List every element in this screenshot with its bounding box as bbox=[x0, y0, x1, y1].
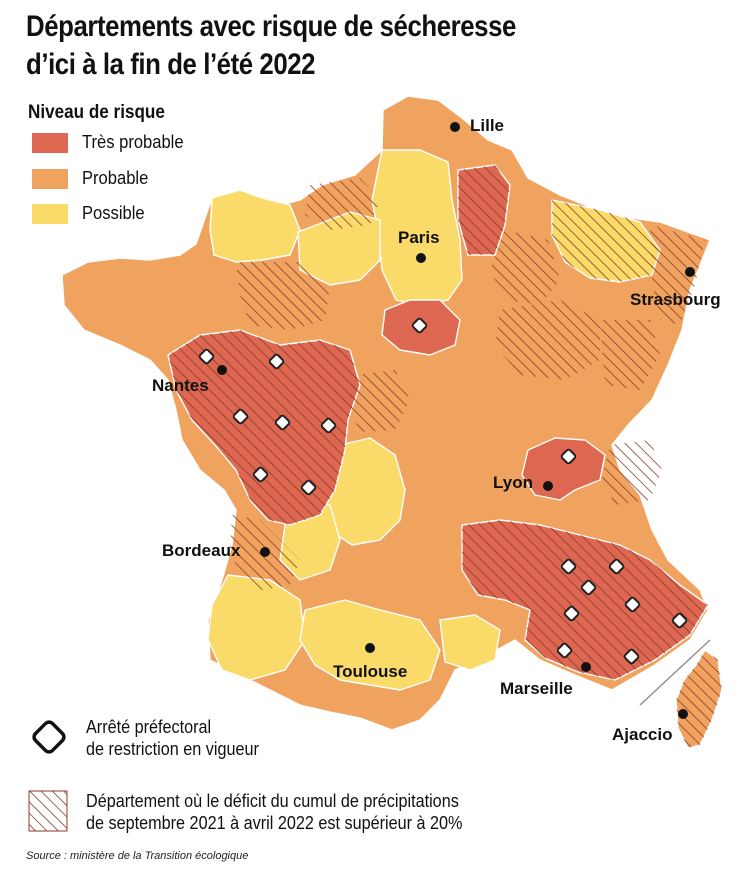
region-possible-landes bbox=[207, 574, 306, 681]
legend-arrete: Arrêté préfectoral de restriction en vig… bbox=[28, 716, 278, 760]
arrete-marker-loire-atlantique bbox=[198, 348, 215, 365]
deficit-legend-swatch bbox=[28, 790, 68, 832]
hatch-bourgogne bbox=[495, 300, 600, 380]
arrete-marker-gard bbox=[563, 605, 580, 622]
arrete-marker-bouches-du-rhone bbox=[556, 642, 573, 659]
city-dot-strasbourg bbox=[685, 267, 695, 277]
hatch-champagne bbox=[490, 230, 560, 305]
region-possible-occitanie-east bbox=[439, 614, 501, 671]
legend-item-possible: Possible bbox=[32, 203, 150, 224]
arrete-marker-charente bbox=[300, 479, 317, 496]
city-dot-toulouse bbox=[365, 643, 375, 653]
arrete-marker-loiret bbox=[411, 317, 428, 334]
city-label-ajaccio: Ajaccio bbox=[612, 725, 672, 744]
city-dot-paris bbox=[416, 253, 426, 263]
legend-deficit: Département où le déficit du cumul de pr… bbox=[28, 790, 504, 834]
city-dot-marseille bbox=[581, 662, 591, 672]
legend-swatch-tres-probable bbox=[32, 132, 68, 153]
arrete-marker-drome bbox=[560, 558, 577, 575]
corsica-separator bbox=[639, 639, 711, 706]
city-dot-nantes bbox=[217, 365, 227, 375]
region-tres-probable-rhone bbox=[521, 437, 606, 501]
legend-swatch-probable bbox=[32, 168, 68, 189]
city-dot-lyon bbox=[543, 481, 553, 491]
city-label-paris: Paris bbox=[398, 228, 440, 247]
city-label-bordeaux: Bordeaux bbox=[162, 541, 241, 560]
arrete-legend-line-1: Arrêté préfectoral bbox=[86, 717, 212, 737]
legend-label-tres-probable: Très probable bbox=[82, 132, 184, 152]
city-dot-bordeaux bbox=[260, 547, 270, 557]
legend-label-possible: Possible bbox=[82, 203, 145, 223]
legend-heading: Niveau de risque bbox=[28, 102, 165, 123]
hatch-lorraine bbox=[552, 200, 660, 282]
city-label-marseille: Marseille bbox=[500, 679, 573, 698]
city-label-lille: Lille bbox=[470, 116, 504, 135]
arrete-marker-maine-et-loire bbox=[268, 353, 285, 370]
arrete-markers bbox=[198, 317, 688, 665]
region-possible-normandie bbox=[209, 189, 301, 263]
deficit-legend-text: Département où le déficit du cumul de pr… bbox=[86, 790, 462, 834]
hatch-sud-est bbox=[462, 520, 708, 680]
arrete-marker-vaucluse bbox=[580, 579, 597, 596]
city-dots bbox=[217, 122, 695, 719]
hatch-franche-comte bbox=[600, 320, 660, 390]
legend-swatch-possible bbox=[32, 203, 68, 224]
city-label-nantes: Nantes bbox=[152, 376, 209, 395]
legend-label-probable: Probable bbox=[82, 168, 149, 188]
arrete-marker-var bbox=[623, 648, 640, 665]
legend-item-tres-probable: Très probable bbox=[32, 132, 192, 153]
arrete-legend-line-2: de restriction en vigueur bbox=[86, 739, 259, 759]
deficit-legend-line-1: Département où le déficit du cumul de pr… bbox=[86, 791, 459, 811]
deficit-legend-line-2: de septembre 2021 à avril 2022 est supér… bbox=[86, 813, 463, 833]
source-note: Source : ministère de la Transition écol… bbox=[26, 850, 249, 862]
city-dot-lille bbox=[450, 122, 460, 132]
title-line-1: Départements avec risque de sécheresse bbox=[26, 10, 516, 43]
hatch-alsace bbox=[650, 225, 705, 325]
arrete-legend-text: Arrêté préfectoral de restriction en vig… bbox=[86, 716, 259, 760]
city-label-toulouse: Toulouse bbox=[333, 662, 407, 681]
hatch-ouest bbox=[168, 330, 360, 525]
arrete-marker-vendee bbox=[232, 408, 249, 425]
hatch-picardie bbox=[305, 178, 380, 230]
hatch-bretagne bbox=[236, 262, 330, 330]
arrete-marker-deux-sevres bbox=[274, 414, 291, 431]
arrete-marker-hautes-alpes bbox=[608, 558, 625, 575]
arrete-legend-icon bbox=[32, 720, 66, 754]
hatch-aisne bbox=[458, 165, 510, 255]
hatch-overlays bbox=[168, 165, 722, 748]
hatch-centre bbox=[348, 370, 410, 432]
city-label-strasbourg: Strasbourg bbox=[630, 290, 721, 309]
arrete-marker-alpes-hte-provence bbox=[624, 596, 641, 613]
hatch-corsica bbox=[676, 650, 722, 748]
arrete-marker-charente-maritime bbox=[252, 466, 269, 483]
city-label-lyon: Lyon bbox=[493, 473, 533, 492]
arrete-marker-rhone bbox=[560, 448, 577, 465]
map-title: Départements avec risque de sécheresse d… bbox=[26, 8, 542, 84]
arrete-marker-vienne bbox=[320, 417, 337, 434]
legend-item-probable: Probable bbox=[32, 168, 154, 189]
hatch-alpes bbox=[602, 440, 662, 505]
arrete-marker-alpes-maritimes bbox=[671, 612, 688, 629]
title-line-2: d’ici à la fin de l’été 2022 bbox=[26, 48, 316, 81]
city-dot-ajaccio bbox=[678, 709, 688, 719]
